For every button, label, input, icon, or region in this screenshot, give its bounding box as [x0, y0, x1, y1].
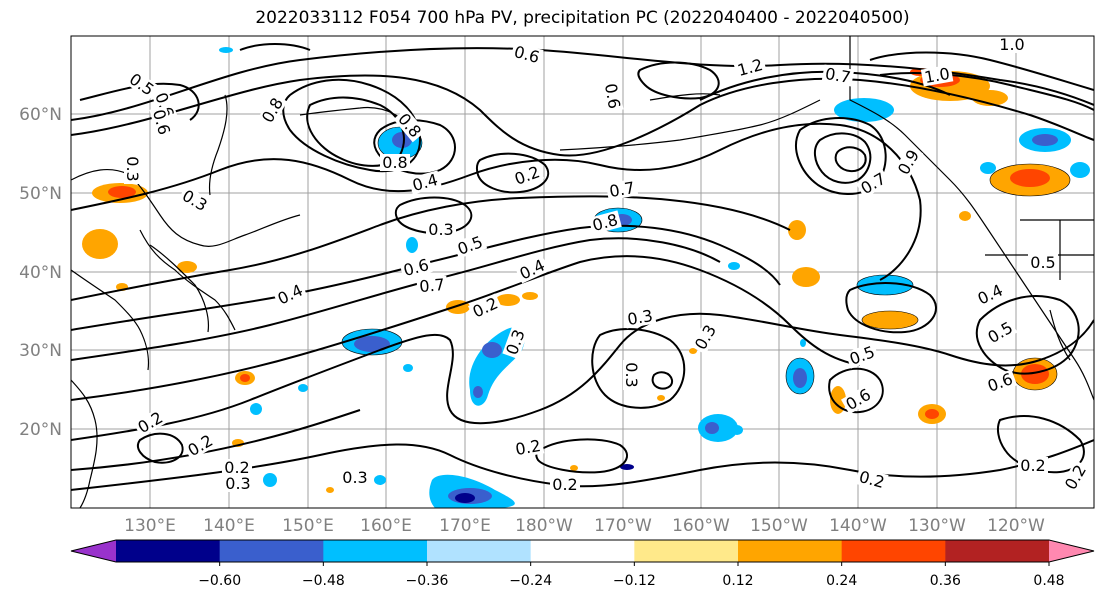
- contour-label: 0.2: [552, 475, 577, 494]
- contour-label: 0.7: [419, 275, 446, 296]
- colorbar-tick-label: 0.36: [930, 573, 961, 589]
- contour-label: 0.3: [225, 474, 250, 493]
- contour-label: 0.7: [608, 178, 636, 201]
- lat-tick-label: 40°N: [19, 263, 62, 283]
- contour-label: 1.0: [999, 35, 1024, 54]
- lon-tick-label: 140°E: [203, 516, 255, 536]
- colorbar-segment: [634, 540, 739, 562]
- lon-tick-label: 170°E: [439, 516, 491, 536]
- map-title: 2022033112 F054 700 hPa PV, precipitatio…: [255, 8, 910, 28]
- colorbar-segment: [323, 540, 428, 562]
- colorbar-tick-label: −0.12: [613, 573, 656, 589]
- lon-tick-label: 150°W: [750, 516, 808, 536]
- colorbar-outline: [70, 539, 1095, 563]
- lat-tick-label: 30°N: [19, 341, 62, 361]
- lon-tick-label: 130°W: [908, 516, 966, 536]
- contour-label: 0.7: [824, 64, 852, 87]
- lat-tick-label: 50°N: [19, 184, 62, 204]
- map-border: [70, 35, 1095, 509]
- precip-shading: [82, 47, 1090, 508]
- contour-label: 0.3: [622, 362, 641, 387]
- colorbar-segment: [945, 540, 1050, 562]
- contour-label: 0.3: [428, 220, 453, 239]
- lon-tick-label: 160°W: [672, 516, 730, 536]
- lon-tick-label: 140°W: [829, 516, 887, 536]
- contour-label: 1.0: [923, 64, 951, 87]
- contour-labels: 0.50.60.6 0.8 0.80.60.81.2 0.71.01.00.60.30…: [123, 35, 1091, 495]
- colorbar-extend-high: [1049, 540, 1094, 562]
- contour-label: 0.3: [626, 306, 654, 329]
- colorbar-tick-label: 0.24: [826, 573, 857, 589]
- colorbar-segment: [427, 540, 532, 562]
- colorbar-tick-label: 0.12: [722, 573, 753, 589]
- colorbar: −0.60 −0.48 −0.36 −0.24 −0.12 0.12 0.24 0.36 0.4…: [70, 539, 1095, 589]
- lon-tick-label: 180°W: [515, 516, 573, 536]
- lat-tick-label: 60°N: [19, 105, 62, 125]
- latitude-labels: 60°N 50°N 40°N 30°N 20°N: [19, 105, 62, 440]
- colorbar-segment: [530, 540, 635, 562]
- colorbar-tick-label: 0.48: [1033, 573, 1064, 589]
- colorbar-segment: [219, 540, 324, 562]
- colorbar-tick-label: −0.24: [509, 573, 552, 589]
- colorbar-segment: [738, 540, 843, 562]
- contour-label: 0.3: [123, 156, 142, 181]
- lat-tick-label: 20°N: [19, 420, 62, 440]
- colorbar-segment: [116, 540, 221, 562]
- contour-label: 0.2: [224, 458, 249, 477]
- contour-label: 0.5: [1030, 253, 1055, 272]
- contour-label: 0.3: [342, 468, 367, 487]
- colorbar-segment: [841, 540, 946, 562]
- contour-label: 0.2: [514, 436, 542, 459]
- lon-tick-label: 170°W: [594, 516, 652, 536]
- colorbar-tick-label: −0.48: [302, 573, 345, 589]
- lon-tick-label: 150°E: [282, 516, 334, 536]
- lon-tick-label: 160°E: [360, 516, 412, 536]
- colorbar-tick-label: −0.36: [406, 573, 449, 589]
- lon-tick-label: 130°E: [124, 516, 176, 536]
- contour-label: 0.6: [601, 82, 624, 110]
- contour-label: 0.8: [382, 153, 407, 172]
- contour-label: 0.2: [1020, 456, 1045, 475]
- longitude-labels: 130°E 140°E 150°E 160°E 170°E 180°W 170°W 160°W…: [124, 516, 1045, 536]
- colorbar-tick-label: −0.60: [198, 573, 241, 589]
- colorbar-extend-low: [71, 540, 116, 562]
- lon-tick-label: 120°W: [987, 516, 1045, 536]
